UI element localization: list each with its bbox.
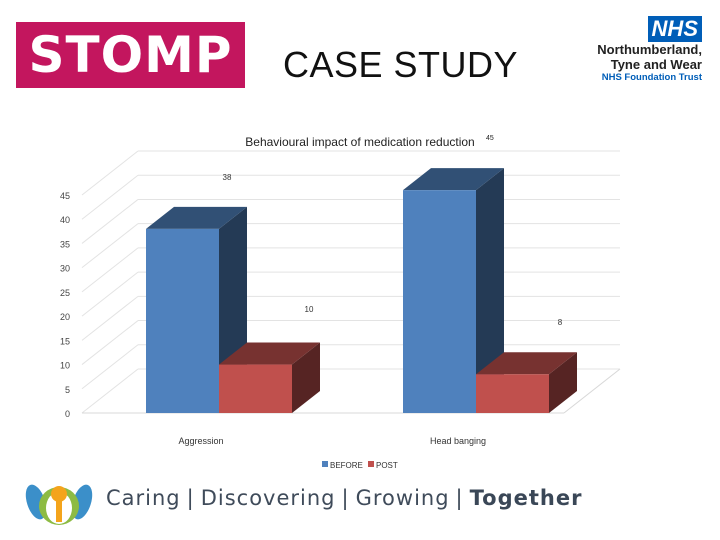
legend-label: BEFORE (330, 461, 363, 470)
y-tick-label: 10 (60, 361, 70, 371)
trust-subtitle: NHS Foundation Trust (601, 72, 702, 83)
footer-word-caring: Caring (106, 486, 181, 510)
y-tick-label: 15 (60, 336, 70, 346)
footer-word-together: Together (469, 486, 583, 510)
nhs-mark: NHS (647, 16, 702, 42)
gridline-side (81, 199, 139, 244)
gridline-side (81, 271, 139, 317)
bar-top (403, 168, 504, 191)
y-tick-label: 30 (60, 264, 70, 274)
y-tick-label: 45 (60, 191, 70, 201)
gridline-side (81, 174, 139, 220)
legend-label: POST (376, 461, 398, 470)
footer-word-growing: Growing (355, 486, 450, 510)
footer-separator: | (341, 486, 350, 510)
gridline-side (81, 223, 139, 269)
y-tick-label: 0 (65, 409, 70, 419)
chart-title: Behavioural impact of medication reducti… (245, 135, 474, 149)
bar-top (219, 342, 320, 365)
bar-side (549, 352, 577, 413)
legend-swatch (368, 461, 374, 467)
footer-word-discovering: Discovering (200, 486, 336, 510)
bar (403, 190, 476, 413)
bar (476, 374, 549, 413)
bar-side (292, 342, 320, 413)
gridline-side (81, 150, 139, 196)
gridline-side (81, 320, 139, 365)
data-label: 8 (558, 318, 563, 327)
data-label: 38 (223, 173, 232, 182)
footer-separator: | (455, 486, 464, 510)
bar-top (146, 206, 247, 229)
stomp-logo-text: STOMP (28, 26, 233, 84)
bar-top (476, 352, 577, 375)
sunflower-logo-icon (25, 484, 93, 525)
chart-floor (563, 368, 621, 414)
legend-swatch (322, 461, 328, 467)
trust-name-line-1: Northumberland, (597, 42, 702, 57)
footer-separator: | (186, 486, 195, 510)
x-tick-label: Head banging (430, 436, 486, 446)
gridline-side (81, 344, 139, 390)
bar (146, 228, 219, 413)
y-tick-label: 40 (60, 215, 70, 225)
nhs-trust-logo: NHS Northumberland, Tyne and Wear NHS Fo… (592, 16, 702, 84)
chart-title-marker: 45 (486, 135, 494, 142)
gridline-side (81, 295, 139, 341)
x-tick-label: Aggression (178, 436, 223, 446)
stomp-logo: STOMP (16, 22, 245, 88)
bar-chart: Behavioural impact of medication reducti… (60, 135, 621, 470)
y-tick-label: 5 (65, 385, 70, 395)
data-label: 10 (305, 305, 314, 314)
y-tick-label: 35 (60, 239, 70, 249)
footer-tagline: Caring | Discovering | Growing | Together (106, 486, 582, 510)
y-tick-label: 25 (60, 288, 70, 298)
gridline-side (81, 247, 139, 293)
trust-name-line-2: Tyne and Wear (610, 57, 702, 72)
gridline-side (81, 368, 139, 414)
bar (219, 364, 292, 413)
bar-side (476, 168, 504, 413)
y-tick-label: 20 (60, 312, 70, 322)
page-title: CASE STUDY (283, 44, 519, 85)
